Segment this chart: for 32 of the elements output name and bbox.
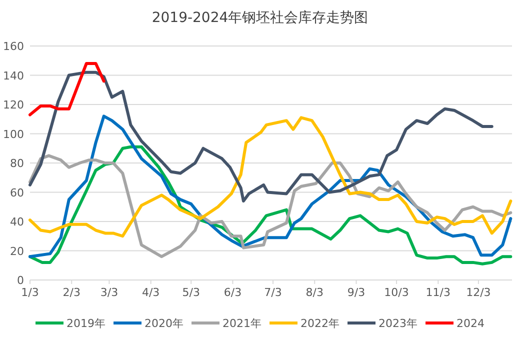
line-series bbox=[28, 70, 494, 203]
chart-title: 2019-2024年钢坯社会库存走势图 bbox=[152, 10, 368, 26]
line-series bbox=[28, 114, 512, 258]
x-tick-label: 4/3 bbox=[142, 286, 160, 299]
legend-label: 2019年 bbox=[66, 317, 106, 330]
x-tick-label: 1/3 bbox=[21, 286, 39, 299]
line-series bbox=[28, 62, 106, 116]
legend-label: 2020年 bbox=[144, 317, 184, 330]
legend-label: 2024 bbox=[456, 317, 484, 330]
x-tick-label: 10/3 bbox=[384, 286, 409, 299]
legend-label: 2021年 bbox=[222, 317, 262, 330]
line-series bbox=[28, 116, 512, 238]
y-tick-label: 40 bbox=[10, 216, 24, 228]
x-tick-label: 8/3 bbox=[306, 286, 324, 299]
y-tick-label: 20 bbox=[10, 244, 24, 258]
y-tick-label: 100 bbox=[3, 128, 24, 141]
x-tick-label: 6/3 bbox=[224, 286, 242, 299]
x-tick-label: 2/3 bbox=[62, 286, 80, 299]
x-tick-label: 11/3 bbox=[426, 286, 451, 299]
x-tick-label: 12/3 bbox=[466, 286, 491, 299]
y-tick-label: 140 bbox=[3, 69, 24, 82]
x-tick-label: 7/3 bbox=[264, 286, 282, 299]
y-tick-label: 160 bbox=[3, 40, 24, 53]
y-tick-label: 80 bbox=[10, 157, 24, 170]
x-tick-label: 5/3 bbox=[182, 286, 200, 299]
y-tick-label: 60 bbox=[10, 186, 24, 200]
legend-label: 2023年 bbox=[378, 317, 418, 330]
y-tick-label: 0 bbox=[17, 274, 24, 287]
x-tick-label: 9/3 bbox=[347, 286, 366, 299]
x-tick-label: 3/3 bbox=[100, 286, 118, 299]
y-tick-label: 120 bbox=[3, 98, 24, 112]
legend-label: 2022年 bbox=[300, 317, 340, 330]
